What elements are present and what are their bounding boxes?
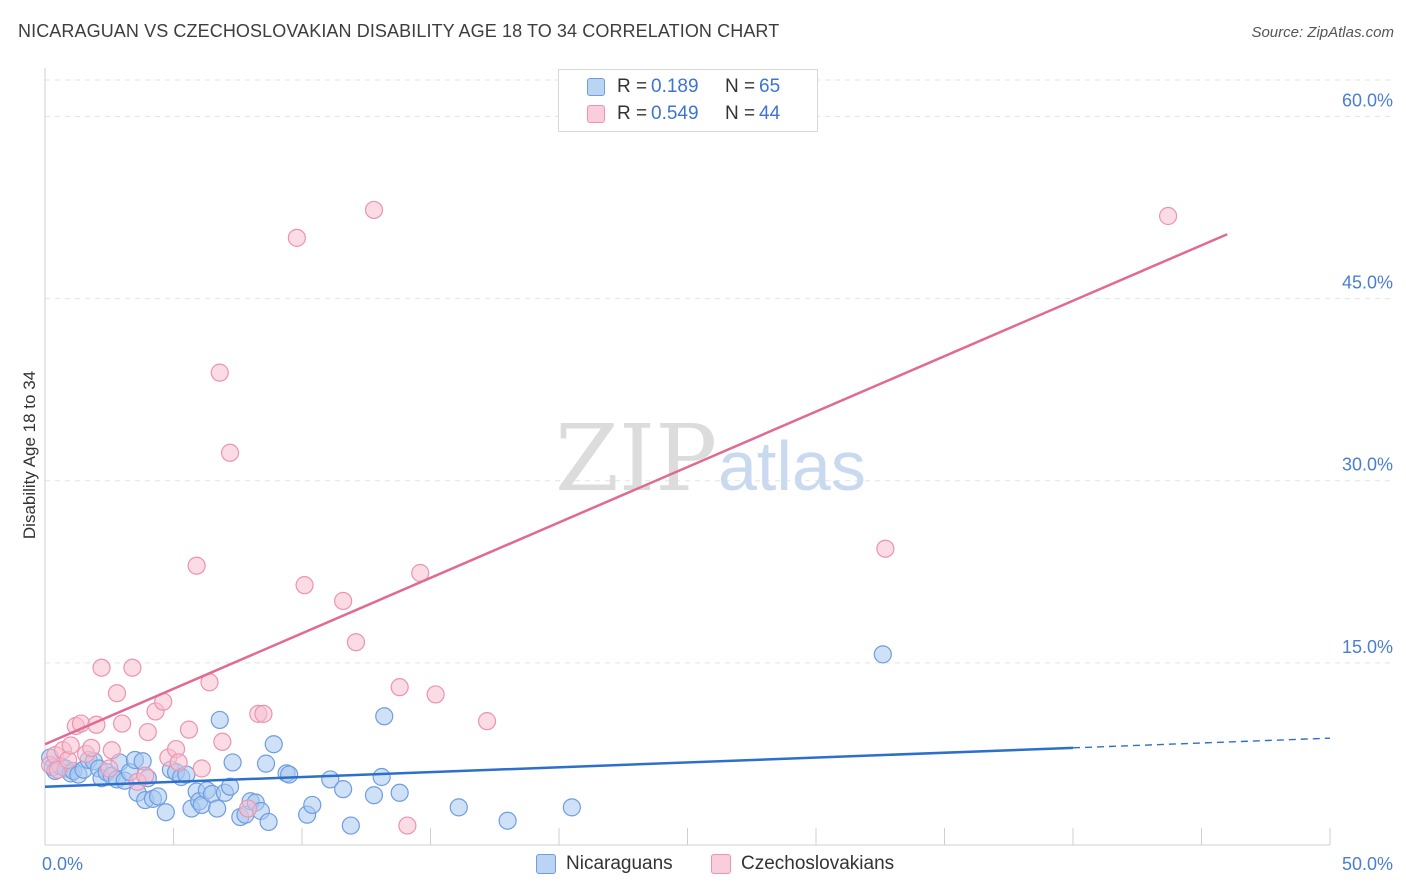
y-tick-label: 30.0% xyxy=(1342,455,1393,475)
point-czechoslovakians xyxy=(107,684,127,703)
series-swatch-nicaraguans xyxy=(536,854,556,874)
grid-lines xyxy=(45,79,1392,664)
point-czechoslovakians xyxy=(169,753,188,772)
point-nicaraguans xyxy=(873,645,892,664)
legend: R = 0.189 N = 65 R = 0.549 N = 44 xyxy=(558,69,818,132)
legend-row-nicaraguans: R = 0.189 N = 65 xyxy=(587,75,780,99)
data-points xyxy=(41,200,1178,835)
point-czechoslovakians xyxy=(187,556,206,575)
point-nicaraguans xyxy=(223,753,242,772)
point-czechoslovakians xyxy=(398,816,417,835)
x-tick-label: 0.0% xyxy=(42,854,83,874)
point-nicaraguans xyxy=(364,786,384,805)
point-czechoslovakians xyxy=(100,759,119,778)
source-label: Source: ZipAtlas.com xyxy=(1251,24,1394,41)
watermark: ZIP atlas xyxy=(555,405,866,512)
legend-r-label: R = xyxy=(617,76,648,97)
point-czechoslovakians xyxy=(254,704,273,723)
point-czechoslovakians xyxy=(334,591,353,611)
point-czechoslovakians xyxy=(390,678,409,697)
point-nicaraguans xyxy=(208,799,227,818)
point-nicaraguans xyxy=(341,816,360,835)
point-czechoslovakians xyxy=(112,714,132,733)
point-czechoslovakians xyxy=(364,200,384,220)
axes xyxy=(44,68,1331,846)
watermark-atlas: atlas xyxy=(718,427,866,505)
point-nicaraguans xyxy=(375,707,394,726)
point-nicaraguans xyxy=(148,787,168,806)
watermark-zip: ZIP xyxy=(555,405,717,512)
point-czechoslovakians xyxy=(295,576,314,595)
legend-n-value: 44 xyxy=(759,103,781,124)
point-czechoslovakians xyxy=(102,741,121,760)
trend-lines xyxy=(44,233,1331,788)
point-czechoslovakians xyxy=(426,685,445,704)
legend-r-label: R = xyxy=(617,103,648,124)
point-nicaraguans xyxy=(303,795,322,815)
series-swatch-czechoslovakians xyxy=(711,854,731,874)
point-nicaraguans xyxy=(259,812,278,832)
point-czechoslovakians xyxy=(220,443,240,462)
y-tick-label: 15.0% xyxy=(1342,637,1393,657)
point-czechoslovakians xyxy=(238,799,258,818)
legend-r-value: 0.549 xyxy=(651,103,699,124)
point-czechoslovakians xyxy=(210,363,229,382)
series-label-czechoslovakians: Czechoslovakians xyxy=(741,853,895,874)
series-label-nicaraguans: Nicaraguans xyxy=(566,853,673,874)
point-czechoslovakians xyxy=(138,722,157,742)
point-nicaraguans xyxy=(372,767,391,787)
point-czechoslovakians xyxy=(213,732,232,751)
trend-line-nicaraguans-extension xyxy=(1072,737,1331,749)
legend-n-label: N = xyxy=(725,103,756,124)
legend-n-value: 65 xyxy=(759,76,781,97)
point-czechoslovakians xyxy=(346,633,366,652)
point-nicaraguans xyxy=(156,803,175,822)
trend-line-czechoslovakians xyxy=(44,233,1228,746)
point-nicaraguans xyxy=(256,754,276,773)
series-legend: Nicaraguans Czechoslovakians xyxy=(0,853,1406,879)
point-czechoslovakians xyxy=(92,658,111,677)
legend-swatch-nicaraguans xyxy=(587,78,605,96)
legend-r-value: 0.189 xyxy=(651,76,699,97)
tick-labels: 15.0% 30.0% 45.0% 60.0% 0.0% 50.0% xyxy=(42,90,1393,874)
trend-line-nicaraguans xyxy=(44,746,1074,788)
point-czechoslovakians xyxy=(1158,206,1178,226)
point-czechoslovakians xyxy=(876,539,895,558)
point-nicaraguans xyxy=(264,735,283,754)
point-nicaraguans xyxy=(220,777,240,796)
point-nicaraguans xyxy=(390,783,409,802)
y-axis-label: Disability Age 18 to 34 xyxy=(20,371,39,539)
point-nicaraguans xyxy=(210,710,229,730)
legend-row-czechoslovakians: R = 0.549 N = 44 xyxy=(587,102,780,126)
series-legend-czechoslovakians[interactable]: Czechoslovakians xyxy=(711,853,894,875)
chart-title: NICARAGUAN VS CZECHOSLOVAKIAN DISABILITY… xyxy=(18,21,780,41)
point-nicaraguans xyxy=(449,798,468,817)
point-czechoslovakians xyxy=(136,766,155,785)
point-nicaraguans xyxy=(498,811,517,830)
point-nicaraguans xyxy=(334,780,353,799)
legend-n-label: N = xyxy=(725,76,756,97)
point-czechoslovakians xyxy=(123,658,142,677)
legend-swatch-czechoslovakians xyxy=(587,105,605,123)
y-tick-label: 60.0% xyxy=(1342,90,1393,110)
point-nicaraguans xyxy=(562,798,581,817)
x-tick-label: 50.0% xyxy=(1342,854,1393,874)
series-legend-nicaraguans[interactable]: Nicaraguans xyxy=(536,853,673,875)
point-czechoslovakians xyxy=(477,712,497,731)
y-tick-label: 45.0% xyxy=(1342,273,1393,293)
point-czechoslovakians xyxy=(192,759,211,778)
point-czechoslovakians xyxy=(287,228,306,247)
point-czechoslovakians xyxy=(82,738,101,757)
point-czechoslovakians xyxy=(61,736,80,755)
point-nicaraguans xyxy=(280,765,299,784)
point-czechoslovakians xyxy=(179,720,199,739)
